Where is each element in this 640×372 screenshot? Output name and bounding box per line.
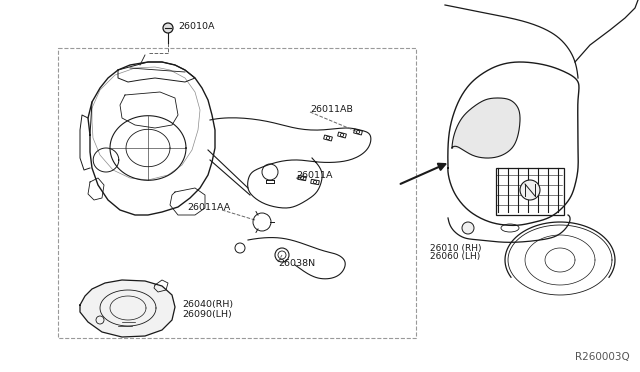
Circle shape (163, 23, 173, 33)
Text: R260003Q: R260003Q (575, 352, 630, 362)
Bar (58, 48, 416, 338)
Polygon shape (452, 98, 520, 158)
Text: 26060 (LH): 26060 (LH) (430, 253, 480, 262)
Text: 26010A: 26010A (178, 22, 214, 31)
Text: 26040(RH): 26040(RH) (182, 301, 233, 310)
Text: 26011AA: 26011AA (187, 202, 230, 212)
Bar (496, 168, 564, 215)
Circle shape (520, 180, 540, 200)
Text: 26090(LH): 26090(LH) (182, 310, 232, 318)
Text: 26038N: 26038N (278, 260, 315, 269)
Text: 26010 (RH): 26010 (RH) (430, 244, 481, 253)
Circle shape (462, 222, 474, 234)
Text: 26011AB: 26011AB (310, 105, 353, 113)
Text: 26011A: 26011A (296, 170, 333, 180)
Polygon shape (80, 280, 175, 337)
